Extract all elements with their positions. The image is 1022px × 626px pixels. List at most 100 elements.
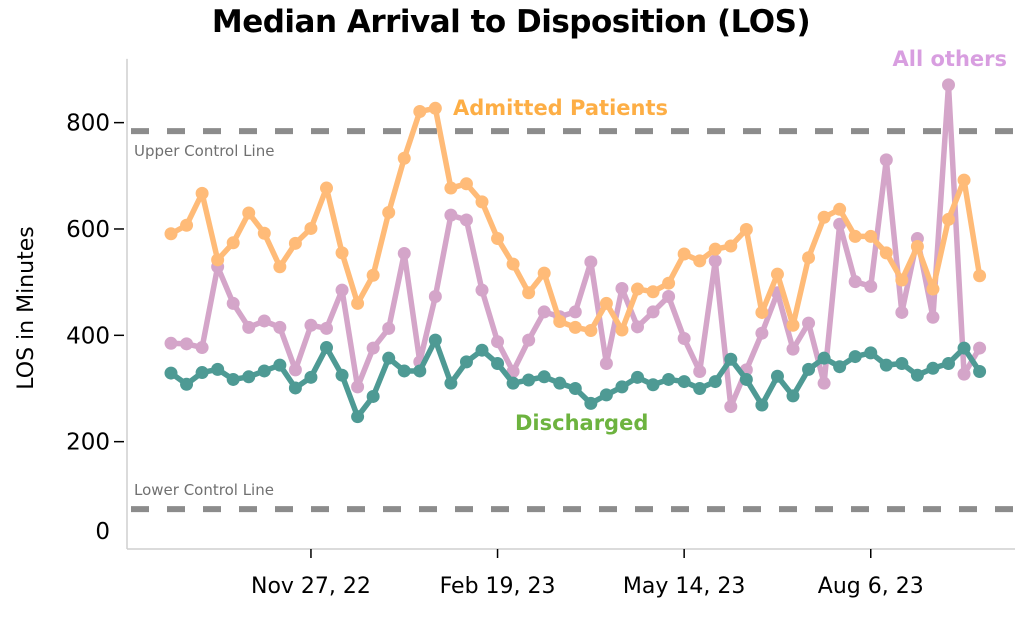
data-point-discharged (957, 341, 971, 355)
data-point-admitted-patients (786, 318, 800, 332)
data-point-discharged (211, 362, 225, 376)
series-all-others (164, 78, 987, 414)
data-point-discharged (491, 357, 505, 371)
data-point-all-others (273, 320, 287, 334)
data-point-all-others (459, 213, 473, 227)
data-point-all-others (973, 341, 987, 355)
data-point-admitted-patients (864, 229, 878, 243)
data-point-discharged (320, 341, 333, 355)
data-point-discharged (584, 396, 598, 410)
data-point-all-others (957, 367, 971, 381)
data-point-admitted-patients (506, 257, 520, 271)
data-point-discharged (631, 370, 644, 384)
data-point-all-others (631, 320, 644, 334)
data-point-discharged (926, 361, 940, 375)
data-point-admitted-patients (288, 236, 302, 250)
data-point-discharged (226, 372, 240, 386)
data-point-discharged (973, 364, 987, 378)
data-point-admitted-patients (646, 285, 660, 299)
data-point-all-others (584, 255, 598, 269)
data-point-all-others (180, 337, 194, 351)
data-point-admitted-patients (382, 205, 396, 219)
data-point-discharged (366, 389, 380, 403)
data-point-all-others (242, 320, 256, 334)
data-point-all-others (335, 283, 349, 297)
series-label-discharged: Discharged (515, 411, 648, 435)
data-point-all-others (786, 342, 800, 356)
data-point-discharged (833, 360, 847, 374)
data-point-admitted-patients (942, 212, 955, 226)
data-point-discharged (195, 366, 209, 380)
data-point-admitted-patients (491, 232, 505, 246)
data-point-admitted-patients (677, 247, 691, 261)
data-point-all-others (382, 321, 396, 335)
data-point-discharged (615, 380, 629, 394)
x-tick-label: Aug 6, 23 (818, 574, 924, 599)
data-point-admitted-patients (973, 269, 987, 283)
data-point-admitted-patients (226, 236, 240, 250)
data-point-all-others (864, 279, 878, 293)
series-line-admitted-patients (169, 105, 983, 334)
x-tick-label: Nov 27, 22 (251, 574, 371, 599)
data-point-discharged (180, 377, 194, 391)
data-point-discharged (242, 370, 256, 384)
data-point-admitted-patients (351, 296, 365, 310)
data-point-discharged (646, 378, 660, 392)
series-discharged (164, 333, 987, 424)
data-point-discharged (351, 410, 365, 424)
data-point-discharged (739, 372, 753, 386)
data-point-admitted-patients (397, 151, 411, 165)
x-tick-label: Feb 19, 23 (440, 574, 556, 599)
data-point-all-others (568, 305, 582, 319)
data-point-admitted-patients (817, 210, 831, 224)
data-point-all-others (693, 364, 707, 378)
data-point-all-others (444, 208, 458, 222)
data-point-discharged (786, 389, 800, 403)
data-point-admitted-patients (180, 218, 194, 232)
series-label-all-others: All others (893, 47, 1007, 71)
y-tick-label: 0 (95, 519, 110, 545)
data-point-all-others (304, 318, 318, 332)
data-point-all-others (522, 333, 536, 347)
data-point-admitted-patients (366, 268, 380, 282)
data-point-admitted-patients (211, 253, 225, 267)
data-point-admitted-patients (631, 282, 644, 296)
data-point-admitted-patients (242, 206, 256, 220)
data-point-all-others (833, 217, 847, 231)
data-point-all-others (895, 305, 909, 319)
data-point-discharged (599, 388, 613, 402)
data-point-admitted-patients (879, 246, 893, 260)
upper-control-line-label: Upper Control Line (134, 142, 274, 160)
data-point-discharged (553, 376, 567, 390)
data-point-all-others (195, 341, 209, 355)
data-point-discharged (537, 370, 551, 384)
data-point-discharged (879, 358, 893, 372)
y-tick-label: 200 (66, 430, 110, 456)
data-point-admitted-patients (833, 202, 847, 216)
data-point-all-others (491, 335, 505, 349)
x-tick-label: May 14, 23 (623, 574, 745, 599)
data-point-discharged (942, 357, 955, 371)
data-point-discharged (522, 373, 536, 387)
data-point-admitted-patients (708, 242, 722, 256)
data-point-admitted-patients (320, 181, 333, 195)
data-point-admitted-patients (615, 323, 629, 337)
data-point-admitted-patients (304, 221, 318, 235)
data-point-discharged (708, 375, 722, 389)
data-point-discharged (288, 381, 302, 395)
data-point-discharged (304, 370, 318, 384)
data-point-discharged (864, 346, 878, 360)
data-point-all-others (942, 78, 955, 92)
data-point-admitted-patients (195, 186, 209, 200)
data-point-discharged (662, 372, 676, 386)
data-point-admitted-patients (537, 266, 551, 280)
data-point-discharged (459, 355, 473, 369)
data-point-discharged (817, 351, 831, 365)
data-point-discharged (164, 366, 178, 380)
control-lines: Upper Control Line Lower Control Line (131, 128, 1015, 513)
data-point-admitted-patients (910, 240, 924, 254)
data-point-discharged (257, 364, 271, 378)
series-lines (164, 78, 987, 424)
data-point-discharged (428, 333, 442, 347)
